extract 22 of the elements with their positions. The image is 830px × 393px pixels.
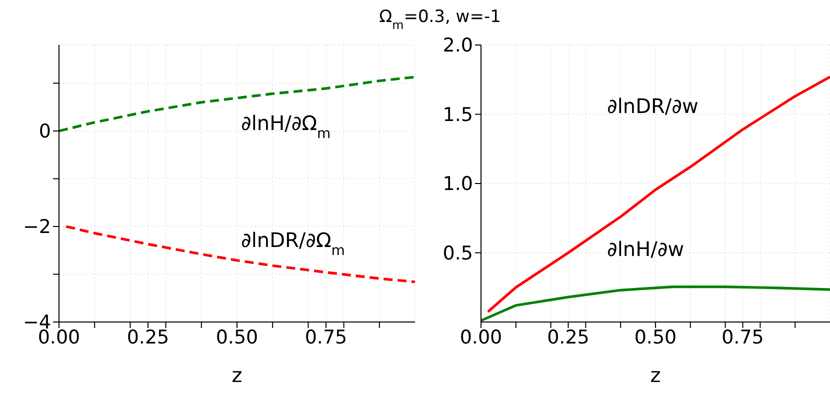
x-tick-label: 0.25 [547, 326, 590, 348]
y-tick-label: 2.0 [442, 34, 473, 57]
y-tick-label: 1.5 [442, 104, 473, 126]
x-tick-label: 0.00 [460, 326, 502, 348]
y-tick-label: 0 [38, 120, 51, 143]
x-tick-label: 0.75 [304, 326, 348, 348]
x-tick-label: 0.25 [126, 326, 170, 348]
x-axis-title: z [650, 363, 661, 387]
annotation: ∂lnDR/∂w [607, 94, 698, 118]
y-tick-label: 0.5 [442, 242, 473, 264]
x-tick-label: 0.50 [216, 326, 258, 348]
x-tick-label: 0.50 [634, 326, 677, 348]
y-tick-label: −2 [22, 216, 51, 238]
x-axis-title: z [232, 363, 242, 387]
line-series [486, 76, 830, 314]
line-series [64, 225, 415, 284]
x-tick-label: 0.75 [722, 326, 764, 348]
annotation: ∂lnH/∂Ω$_{m}$ [241, 111, 331, 142]
annotation: ∂lnDR/∂Ω$_{m}$ [241, 228, 345, 259]
annotation: ∂lnH/∂w [607, 237, 684, 261]
chart-title: Ω$_{m}$=0.3, w=-1 [379, 7, 501, 32]
y-tick-label: 1.0 [442, 173, 473, 196]
